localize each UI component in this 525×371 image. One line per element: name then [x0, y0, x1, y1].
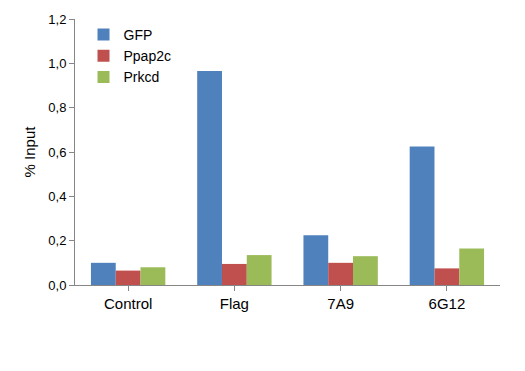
svg-text:6G12: 6G12	[429, 295, 466, 312]
svg-text:0,8: 0,8	[48, 100, 66, 115]
svg-text:0,6: 0,6	[48, 145, 66, 160]
svg-text:1,2: 1,2	[48, 12, 66, 27]
svg-text:% Input: % Input	[21, 126, 38, 178]
svg-text:1,0: 1,0	[48, 56, 66, 71]
svg-text:0,4: 0,4	[48, 189, 66, 204]
svg-text:Ppap2c: Ppap2c	[124, 48, 171, 64]
svg-text:Prkcd: Prkcd	[124, 69, 160, 85]
svg-text:7A9: 7A9	[327, 295, 354, 312]
svg-text:Flag: Flag	[220, 295, 249, 312]
svg-text:GFP: GFP	[124, 27, 153, 43]
svg-text:Control: Control	[104, 295, 152, 312]
svg-text:0,2: 0,2	[48, 233, 66, 248]
svg-text:0,0: 0,0	[48, 278, 66, 293]
